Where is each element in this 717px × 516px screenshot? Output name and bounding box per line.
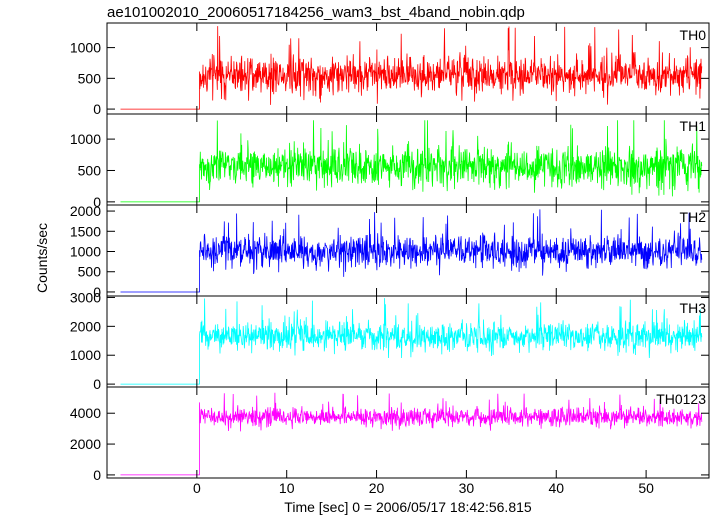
x-tick-label: 30 — [459, 480, 475, 496]
y-tick-label: 500 — [78, 264, 102, 280]
y-tick-label: 2000 — [70, 203, 101, 219]
panel-th2: 0 500 1000 1500 2000 TH2 — [70, 203, 710, 300]
y-tick-label: 0 — [93, 284, 101, 300]
x-tick-label: 0 — [193, 480, 201, 496]
y-tick-label: 1500 — [70, 223, 101, 239]
y-tick-label: 0 — [93, 194, 101, 210]
y-tick-label: 1000 — [70, 347, 101, 363]
panel-th0123: 0 2000 4000 TH0123 — [70, 386, 710, 483]
y-tick-label: 4000 — [70, 405, 101, 421]
y-tick-label: 3000 — [70, 289, 101, 305]
y-axis-label: Counts/sec — [34, 223, 50, 293]
series-line-th2 — [120, 209, 703, 293]
y-tick-label: 500 — [78, 70, 102, 86]
panel-label: TH2 — [680, 209, 707, 225]
x-tick-label: 10 — [279, 480, 295, 496]
y-tick-label: 0 — [93, 376, 101, 392]
panel-frame — [106, 386, 710, 479]
series-line-th3 — [120, 298, 703, 385]
panel-th3: 0 1000 2000 3000 TH3 — [70, 289, 710, 392]
x-axis-label: Time [sec] 0 = 2006/05/17 18:42:56.815 — [284, 499, 532, 515]
panel-label: TH0123 — [656, 391, 706, 407]
panel-th1: 0 500 1000 TH1 — [70, 113, 710, 210]
y-tick-label: 1000 — [70, 40, 101, 56]
y-tick-label: 1000 — [70, 131, 101, 147]
panel-label: TH1 — [680, 118, 707, 134]
y-tick-label: 2000 — [70, 318, 101, 334]
panel-label: TH3 — [680, 300, 707, 316]
x-tick-label: 20 — [369, 480, 385, 496]
x-tick-label: 50 — [638, 480, 654, 496]
series-line-th0 — [120, 26, 703, 110]
panel-th0: 0 500 1000 TH0 — [70, 22, 710, 117]
x-tick-label: 40 — [548, 480, 564, 496]
y-tick-label: 1000 — [70, 244, 101, 260]
chart-title: ae101002010_20060517184256_wam3_bst_4ban… — [107, 4, 525, 21]
y-tick-label: 2000 — [70, 436, 101, 452]
series-line-th1 — [120, 120, 703, 203]
series-line-th0123 — [120, 392, 703, 476]
y-tick-label: 0 — [93, 467, 101, 483]
panel-label: TH0 — [680, 27, 707, 43]
y-tick-label: 0 — [93, 101, 101, 117]
y-tick-label: 500 — [78, 162, 102, 178]
